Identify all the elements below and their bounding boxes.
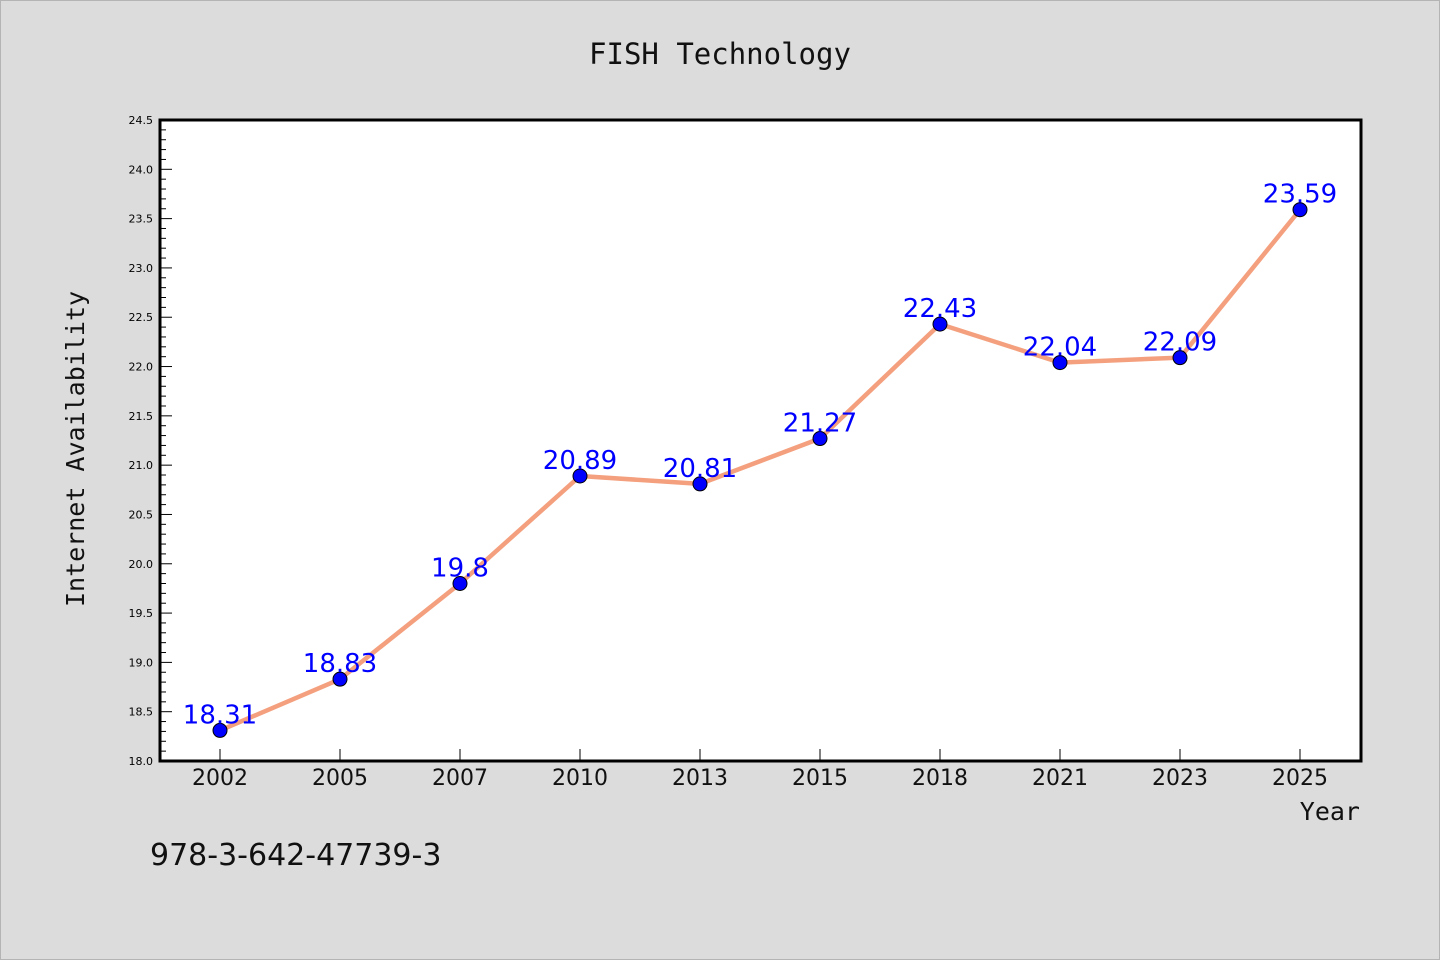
data-label: 23.59 — [1263, 180, 1337, 210]
y-tick-label: 19.0 — [129, 656, 154, 669]
y-tick-label: 18.0 — [129, 755, 154, 768]
x-tick-label: 2005 — [312, 766, 368, 791]
series-line — [217, 207, 1303, 733]
data-point — [1292, 202, 1308, 218]
y-tick-label: 24.5 — [129, 114, 154, 127]
data-label: 22.09 — [1143, 328, 1217, 358]
y-axis-label: Internet Availability — [61, 291, 90, 607]
x-tick-label: 2018 — [912, 766, 968, 791]
x-tick-label: 2025 — [1272, 766, 1328, 791]
x-axis-ticks: 2002 2005 2007 2010 2013 2015 2018 2021 2023 2025 — [192, 749, 1328, 791]
y-tick-label: 23.5 — [129, 213, 154, 226]
data-point — [452, 575, 468, 591]
plot-area — [158, 118, 1363, 763]
isbn-text: 978-3-642-47739-3 — [150, 838, 441, 873]
data-point — [692, 476, 708, 492]
chart-title: FISH Technology — [589, 37, 851, 71]
y-tick-label: 22.5 — [129, 311, 154, 324]
data-label: 22.04 — [1023, 333, 1097, 363]
y-tick-label: 21.0 — [129, 459, 154, 472]
x-tick-label: 2015 — [792, 766, 848, 791]
x-tick-label: 2013 — [672, 766, 728, 791]
y-tick-label: 23.0 — [129, 262, 154, 275]
y-axis-ticks: 18.0 18.5 19.0 19.5 20.0 20.5 21.0 21.5 22.0 22.5… — [129, 114, 172, 768]
x-tick-label: 2007 — [432, 766, 488, 791]
data-label: 20.89 — [543, 446, 617, 476]
data-label: 18.31 — [183, 700, 257, 730]
data-point — [1172, 350, 1188, 366]
x-tick-label: 2023 — [1152, 766, 1208, 791]
x-axis-label: Year — [1300, 797, 1360, 826]
y-tick-label: 20.0 — [129, 558, 154, 571]
data-point — [332, 671, 348, 687]
data-label: 21.27 — [783, 409, 857, 439]
x-tick-label: 2002 — [192, 766, 248, 791]
data-point — [932, 316, 948, 332]
y-tick-label: 19.5 — [129, 607, 154, 620]
data-labels: 18.31 18.83 19.8 20.89 20.81 21.27 22.43 22.04 2… — [183, 180, 1337, 731]
data-point — [812, 431, 828, 447]
x-tick-label: 2021 — [1032, 766, 1088, 791]
y-tick-label: 20.5 — [129, 508, 154, 521]
y-tick-label: 22.0 — [129, 361, 154, 374]
data-label: 22.43 — [903, 294, 977, 324]
data-label: 18.83 — [303, 649, 377, 679]
data-label: 20.81 — [663, 454, 737, 484]
data-label: 19.8 — [431, 553, 489, 583]
data-point — [1052, 355, 1068, 371]
y-tick-label: 21.5 — [129, 410, 154, 423]
y-tick-label: 18.5 — [129, 706, 154, 719]
data-point — [572, 468, 588, 484]
series-line-group — [217, 207, 1303, 733]
y-minor-ticks — [160, 129, 166, 752]
series-markers — [212, 202, 1308, 738]
y-tick-label: 24.0 — [129, 163, 154, 176]
data-point — [212, 722, 228, 738]
x-tick-label: 2010 — [552, 766, 608, 791]
